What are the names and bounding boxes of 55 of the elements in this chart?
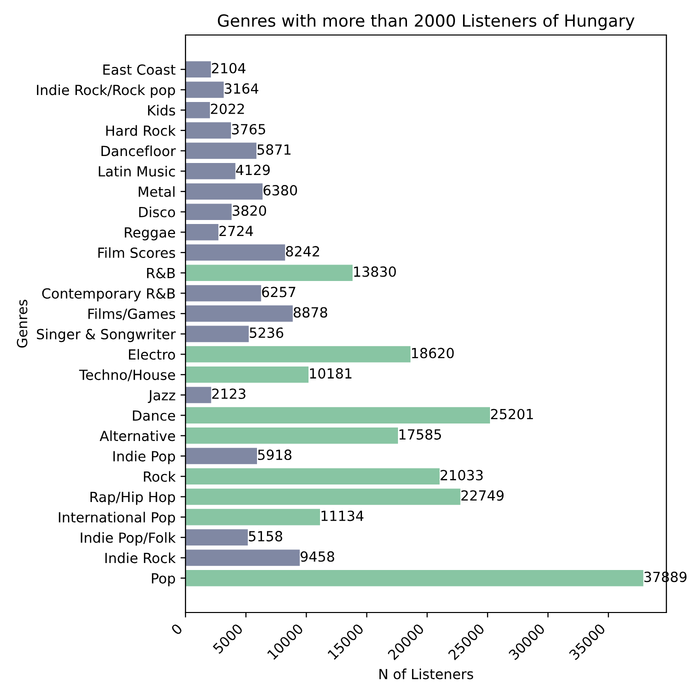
data-label: 9458 — [300, 551, 334, 562]
data-label: 2022 — [210, 104, 244, 114]
y-tick-label: Films/Games — [88, 308, 176, 320]
y-tick-label: Metal — [138, 186, 174, 197]
y-tick-label: East Coast — [103, 64, 176, 75]
x-tick-label: 0 — [170, 623, 183, 636]
y-tick-label: Techno/House — [79, 369, 176, 382]
data-label: 6257 — [262, 286, 296, 298]
y-tick-label: Electro — [128, 348, 176, 360]
data-label: 3164 — [224, 83, 258, 94]
data-label: 2123 — [212, 388, 246, 399]
y-tick-label: Hard Rock — [106, 125, 176, 136]
data-label: 5918 — [258, 450, 292, 460]
y-axis-title: Genres — [16, 300, 28, 348]
y-tick-label: Singer & Songwriter — [36, 328, 176, 342]
y-tick-label: Indie Rock — [105, 552, 176, 564]
y-tick-label: International Pop — [58, 512, 176, 526]
y-tick-label: Rap/Hip Hop — [90, 491, 176, 505]
data-label: 25201 — [491, 408, 533, 420]
y-tick-label: Disco — [139, 206, 176, 218]
y-tick-label: Rock — [144, 471, 176, 482]
data-label: 6380 — [264, 185, 298, 196]
y-tick-label: Pop — [152, 573, 176, 586]
y-tick-label: Dance — [132, 410, 176, 421]
y-tick-label: Alternative — [100, 430, 176, 442]
y-tick-label: Indie Pop/Folk — [80, 532, 176, 546]
data-label: 2724 — [219, 226, 253, 236]
data-label: 8878 — [294, 307, 328, 318]
data-label: 10181 — [310, 368, 352, 379]
data-label: 5871 — [258, 144, 291, 155]
data-label: 11134 — [322, 510, 364, 522]
data-label: 5236 — [250, 327, 284, 338]
y-tick-label: Dancefloor — [101, 146, 176, 156]
data-label: 5158 — [248, 530, 282, 542]
data-label: 18620 — [412, 348, 454, 358]
data-label: 17585 — [400, 429, 441, 440]
chart-title: Genres with more than 2000 Listeners of Hungary — [218, 14, 634, 30]
y-tick-label: Film Scores — [98, 247, 176, 258]
data-label: 13830 — [354, 266, 396, 277]
y-tick-label: Reggae — [124, 227, 176, 240]
y-tick-label: Indie Pop — [113, 450, 176, 464]
y-tick-label: Contemporary R&B — [42, 288, 175, 302]
data-label: 21033 — [440, 470, 483, 480]
data-label: 2104 — [212, 62, 246, 74]
x-axis-title: N of Listeners — [379, 668, 474, 680]
y-tick-label: R&B — [147, 268, 175, 278]
y-tick-label: Kids — [148, 104, 176, 116]
y-tick-label: Latin Music — [98, 166, 175, 177]
data-label: 3820 — [232, 205, 266, 216]
data-label: 22749 — [461, 490, 504, 501]
data-label: 4129 — [236, 164, 270, 176]
data-label: 8242 — [286, 246, 320, 257]
y-tick-label: Jazz — [148, 390, 176, 404]
data-label: 3765 — [232, 124, 266, 134]
y-tick-label: Indie Rock/Rock pop — [36, 84, 176, 98]
